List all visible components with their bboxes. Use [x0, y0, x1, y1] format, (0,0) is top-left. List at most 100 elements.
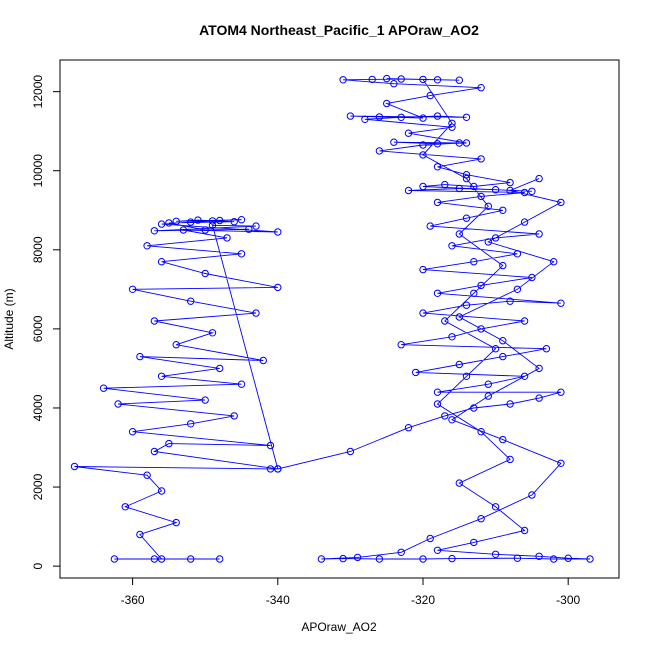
data-point: [477, 155, 485, 163]
data-point: [470, 404, 478, 412]
data-point: [317, 555, 326, 563]
data-point: [491, 186, 500, 194]
data-point: [441, 412, 449, 420]
data-point: [455, 360, 463, 369]
x-tick-label: -320: [411, 593, 435, 607]
y-tick-label: 2000: [31, 473, 45, 500]
data-point: [208, 329, 217, 337]
data-point: [557, 299, 565, 307]
data-point: [477, 192, 485, 201]
data-point: [216, 555, 224, 563]
data-point: [506, 186, 514, 195]
data-point: [550, 555, 558, 563]
data-point: [143, 242, 151, 250]
data-point: [128, 285, 137, 293]
data-point: [230, 412, 238, 420]
data-point: [346, 447, 355, 456]
data-point: [274, 465, 282, 473]
data-point: [245, 225, 253, 233]
data-point: [455, 230, 463, 238]
data-point: [136, 352, 144, 361]
data-point: [470, 258, 478, 266]
data-point: [237, 380, 246, 388]
y-tick-label: 4000: [31, 394, 45, 421]
data-point: [455, 479, 463, 487]
data-point: [136, 530, 144, 539]
data-point: [528, 491, 536, 499]
data-point: [557, 459, 565, 467]
data-point: [397, 341, 405, 349]
data-point: [266, 465, 275, 473]
data-point: [520, 218, 529, 226]
data-point: [499, 337, 507, 345]
data-point: [237, 216, 246, 224]
series-line: [74, 78, 591, 560]
data-point: [383, 74, 391, 83]
data-point: [484, 380, 492, 388]
data-point: [208, 221, 217, 230]
data-point: [375, 113, 384, 121]
data-point: [172, 518, 180, 527]
data-point: [404, 186, 413, 195]
data-point: [194, 216, 202, 224]
data-point: [114, 400, 122, 408]
data-point: [397, 75, 405, 83]
data-point: [157, 372, 166, 380]
data-point: [230, 218, 238, 226]
data-point: [499, 352, 507, 361]
data-point: [455, 184, 463, 193]
data-point: [216, 216, 224, 225]
data-point: [426, 91, 434, 100]
data-point: [513, 554, 522, 562]
data-point: [470, 289, 478, 297]
data-point: [397, 548, 405, 556]
data-point: [506, 400, 514, 408]
data-point: [390, 80, 398, 88]
data-point: [187, 297, 195, 305]
data-point: [448, 416, 456, 424]
data-point: [462, 301, 471, 309]
data-point: [223, 234, 231, 242]
data-point: [535, 230, 543, 238]
data-point: [477, 325, 485, 333]
data-point: [513, 250, 522, 258]
chart-title: ATOM4 Northeast_Pacific_1 APOraw_AO2: [199, 22, 479, 38]
data-point: [339, 76, 347, 84]
x-axis-label: APOraw_AO2: [301, 620, 377, 634]
data-point: [419, 114, 427, 122]
data-point: [433, 76, 442, 84]
data-point: [187, 420, 195, 428]
data-point: [390, 138, 398, 146]
data-point: [201, 269, 209, 278]
data-point: [419, 151, 427, 159]
data-point: [375, 555, 384, 563]
data-point: [375, 147, 384, 155]
data-point: [491, 345, 500, 353]
data-point: [237, 250, 246, 258]
data-point: [557, 198, 565, 207]
data-point: [353, 553, 362, 562]
y-tick-label: 0: [31, 562, 45, 569]
data-point: [499, 261, 507, 270]
x-tick-label: -360: [121, 593, 145, 607]
data-point: [433, 163, 442, 171]
data-point: [201, 396, 209, 404]
data-point: [535, 394, 543, 402]
data-point: [172, 217, 180, 226]
data-point: [433, 400, 442, 408]
data-point: [506, 297, 514, 305]
data-point: [433, 289, 442, 297]
data-point: [455, 139, 463, 147]
data-point: [339, 554, 347, 563]
data-point: [542, 345, 551, 353]
data-point: [150, 555, 159, 563]
data-point: [455, 76, 463, 84]
data-point: [266, 441, 275, 450]
data-point: [165, 219, 173, 227]
data-point: [404, 129, 413, 137]
data-point: [150, 447, 159, 456]
data-point: [259, 356, 267, 365]
x-tick-label: -340: [266, 593, 290, 607]
x-tick-label: -300: [556, 593, 580, 607]
